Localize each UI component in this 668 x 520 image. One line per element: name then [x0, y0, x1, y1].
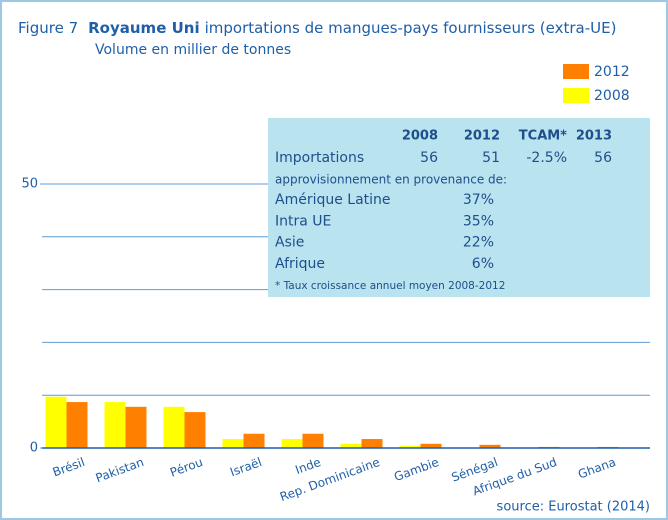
title-rest: importations de mangues-pays fournisseur…: [205, 19, 617, 37]
info-cell: 56: [594, 150, 612, 166]
bar: [281, 439, 303, 448]
source-label: Afrique: [275, 256, 325, 272]
bar: [302, 433, 324, 448]
bar: [361, 439, 383, 448]
bar: [222, 439, 244, 448]
bar: [340, 443, 362, 448]
bar: [479, 444, 501, 448]
source-label: Intra UE: [275, 213, 331, 229]
title-prefix: Figure 7: [18, 19, 78, 37]
source-share: 6%: [472, 256, 494, 272]
bar: [184, 412, 206, 448]
source-label: Amérique Latine: [275, 192, 391, 208]
bar: [420, 443, 442, 448]
info-cell: 56: [420, 150, 438, 166]
title-bold: Royaume Uni: [88, 19, 199, 37]
bar: [125, 406, 147, 448]
legend-label: 2008: [594, 88, 630, 104]
info-row-label: Importations: [275, 150, 364, 166]
bar: [399, 445, 421, 448]
info-header: 2008: [402, 129, 438, 144]
info-box: 2008 2012 TCAM* 2013 Importations 56 51 -2.5% 56…: [268, 118, 650, 297]
source-label: Asie: [275, 235, 304, 251]
info-header: 2012: [464, 129, 500, 144]
legend-swatch: [563, 64, 589, 79]
source-share: 37%: [463, 192, 494, 208]
bar: [163, 406, 185, 448]
y-tick-label: 0: [30, 441, 38, 456]
y-tick-label: 50: [21, 177, 38, 192]
source-share: 22%: [463, 235, 494, 251]
legend-swatch: [563, 88, 589, 103]
info-cell: -2.5%: [526, 150, 567, 166]
subtitle: Volume en millier de tonnes: [95, 42, 291, 58]
info-header: 2013: [576, 129, 612, 144]
info-footnote: * Taux croissance annuel moyen 2008-2012: [275, 280, 505, 292]
info-subheading: approvisionnement en provenance de:: [275, 173, 507, 187]
legend-label: 2012: [594, 64, 630, 80]
chart-title: Figure 7 Royaume Uni importations de mangu…: [18, 19, 616, 37]
bar: [243, 433, 265, 448]
info-header: TCAM*: [519, 129, 567, 144]
info-box-bg: [268, 118, 650, 297]
source: source: Eurostat (2014): [497, 500, 650, 515]
info-cell: 51: [482, 150, 500, 166]
bar: [104, 402, 126, 448]
bar: [66, 402, 88, 448]
source-share: 35%: [463, 213, 494, 229]
bar: [45, 396, 67, 448]
